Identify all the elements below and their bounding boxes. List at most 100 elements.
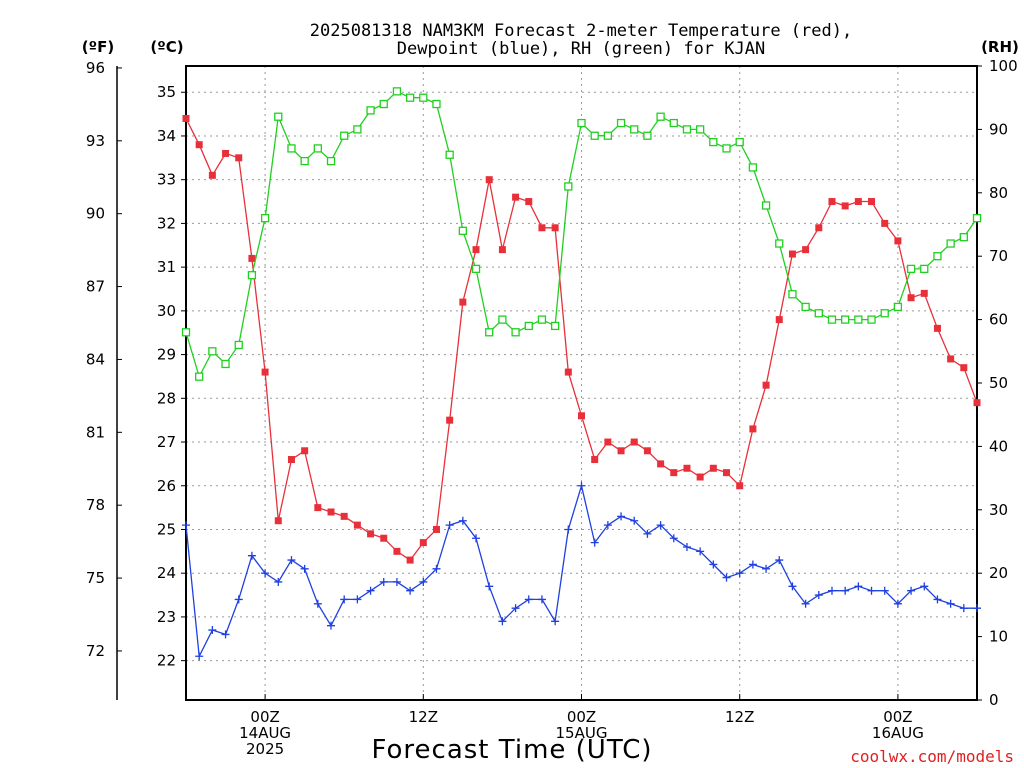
point-rh — [682, 125, 692, 134]
point-temperature — [472, 246, 480, 254]
point-temperature — [960, 364, 968, 372]
point-dewpoint — [313, 599, 322, 608]
series-rh — [181, 87, 982, 381]
x-tick-label: 12Z — [725, 708, 754, 726]
point-dewpoint — [247, 551, 256, 560]
point-temperature — [564, 368, 572, 376]
point-rh — [234, 340, 243, 350]
point-rh — [946, 239, 955, 248]
point-dewpoint — [432, 564, 441, 573]
point-rh — [353, 125, 362, 134]
axis-layer: 22 23 24 25 26 27 28 29 30 31 32 33 34 35 72 75 78 81 84 87… — [86, 57, 1018, 758]
point-rh — [458, 226, 468, 235]
chart-title-line-2: Dewpoint (blue), RH (green) for KJAN — [397, 39, 765, 59]
celsius-tick-label: 34 — [157, 127, 176, 145]
rh-tick-label: 80 — [989, 184, 1008, 202]
point-dewpoint — [511, 604, 520, 613]
source-credit: coolwx.com/models — [850, 747, 1014, 766]
fahrenheit-unit-label: (ºF) — [82, 38, 114, 56]
point-rh — [195, 372, 204, 381]
point-rh — [709, 137, 718, 147]
celsius-tick-label: 35 — [157, 83, 176, 101]
point-rh — [788, 290, 797, 299]
point-temperature — [723, 469, 731, 477]
point-temperature — [261, 368, 269, 376]
point-dewpoint — [696, 547, 705, 556]
point-rh — [445, 150, 454, 159]
point-dewpoint — [498, 617, 507, 626]
point-temperature — [709, 464, 717, 472]
point-dewpoint — [366, 586, 375, 595]
series-temperature — [182, 114, 981, 564]
point-dewpoint — [722, 573, 731, 582]
x-tick-label: 00Z — [250, 708, 279, 726]
point-temperature — [578, 412, 585, 420]
point-rh — [326, 156, 336, 166]
celsius-tick-label: 33 — [157, 171, 176, 189]
point-dewpoint — [577, 481, 586, 490]
point-rh — [300, 156, 309, 166]
celsius-unit-label: (ºC) — [150, 38, 183, 56]
point-temperature — [182, 114, 190, 122]
point-rh — [405, 93, 415, 102]
point-dewpoint — [867, 586, 876, 595]
point-rh — [432, 99, 441, 109]
x-tick-label: 00Z — [883, 708, 912, 726]
point-dewpoint — [854, 582, 863, 591]
point-rh — [260, 214, 270, 223]
x-axis-label: Forecast Time (UTC) — [371, 735, 652, 765]
x-tick-label: 14AUG — [239, 724, 291, 742]
point-temperature — [498, 246, 506, 254]
point-temperature — [432, 525, 440, 533]
celsius-tick-label: 32 — [157, 214, 176, 232]
rh-tick-label: 90 — [989, 120, 1008, 138]
rh-tick-label: 60 — [989, 311, 1008, 329]
point-rh — [827, 315, 837, 324]
point-rh — [379, 99, 388, 109]
point-dewpoint — [801, 599, 810, 608]
point-temperature — [973, 399, 981, 407]
point-dewpoint — [564, 525, 573, 534]
point-dewpoint — [669, 534, 678, 543]
point-temperature — [947, 355, 955, 363]
point-rh — [485, 328, 494, 337]
point-dewpoint — [261, 569, 270, 578]
point-rh — [603, 131, 613, 140]
point-dewpoint — [524, 595, 533, 604]
point-dewpoint — [590, 538, 599, 547]
point-temperature — [775, 316, 783, 324]
point-rh — [274, 112, 283, 121]
point-dewpoint — [748, 560, 757, 569]
point-temperature — [419, 539, 427, 547]
point-temperature — [920, 289, 928, 297]
point-temperature — [340, 512, 348, 520]
celsius-tick-label: 30 — [157, 302, 176, 320]
rh-unit-label: (RH) — [981, 38, 1019, 56]
point-rh — [537, 315, 547, 324]
point-dewpoint — [946, 599, 955, 608]
point-rh — [366, 106, 375, 115]
point-dewpoint — [445, 521, 454, 530]
point-rh — [761, 201, 771, 210]
point-temperature — [393, 547, 401, 555]
point-dewpoint — [682, 542, 691, 551]
point-dewpoint — [195, 652, 204, 661]
point-temperature — [195, 141, 203, 149]
x-tick-label: 00Z — [567, 708, 596, 726]
point-temperature — [802, 246, 810, 254]
fahrenheit-tick-label: 72 — [86, 642, 105, 660]
point-temperature — [551, 224, 559, 232]
point-rh — [867, 315, 876, 324]
point-rh — [498, 315, 507, 324]
point-temperature — [630, 438, 638, 446]
point-temperature — [485, 176, 493, 184]
point-dewpoint — [959, 604, 968, 613]
point-dewpoint — [762, 564, 771, 573]
point-temperature — [617, 447, 625, 455]
point-temperature — [881, 219, 889, 227]
point-rh — [313, 144, 322, 153]
point-rh — [814, 309, 823, 318]
x-tick-label: 16AUG — [872, 724, 924, 742]
rh-tick-label: 70 — [989, 247, 1008, 265]
celsius-tick-label: 24 — [157, 564, 176, 582]
